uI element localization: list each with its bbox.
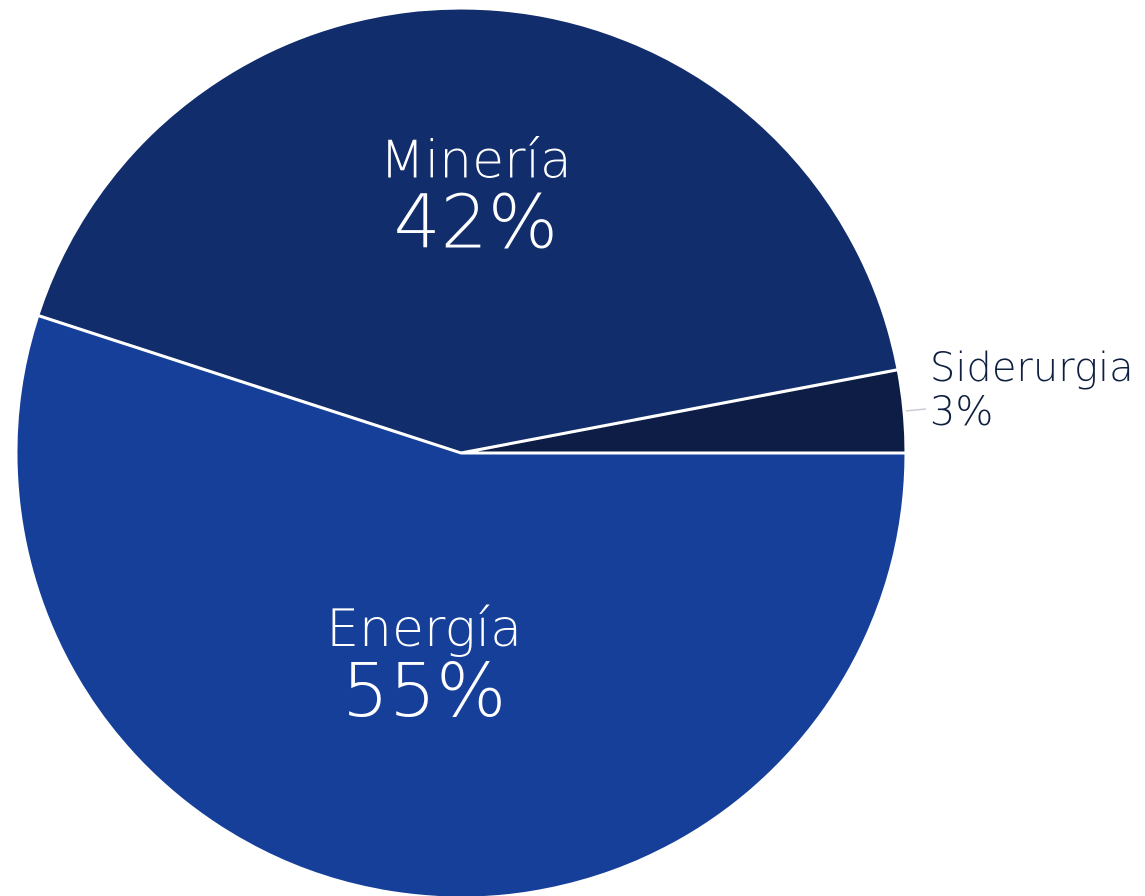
slice-value-mineria: 42% [394, 180, 558, 266]
slice-label-siderurgia: Siderurgia [930, 345, 1134, 391]
pie-slice-mineria [36, 6, 900, 455]
slice-label-mineria: Minería [380, 131, 572, 191]
slice-value-siderurgia: 3% [930, 389, 993, 435]
leader-line-siderurgia [905, 408, 926, 412]
slice-label-energia: Energía [326, 599, 522, 659]
slice-value-energia: 55% [342, 648, 506, 734]
pie-slices [14, 6, 908, 896]
pie-slice-energia [14, 313, 908, 896]
